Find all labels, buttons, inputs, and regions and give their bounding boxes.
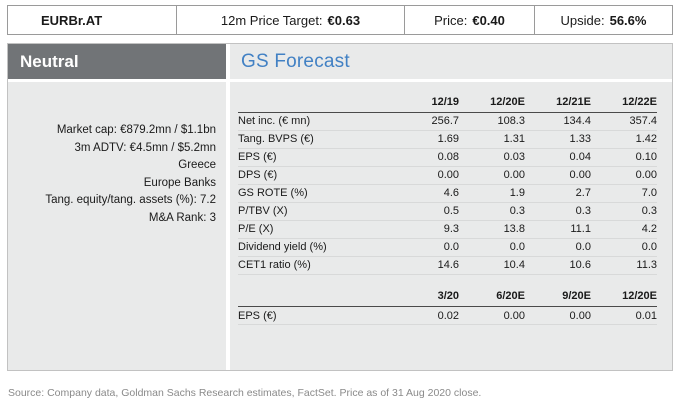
annual-value-cell: 0.00 <box>590 166 657 185</box>
annual-row-label: CET1 ratio (%) <box>238 256 394 275</box>
annual-value-cell: 108.3 <box>459 112 525 131</box>
annual-value-cell: 1.33 <box>524 130 591 149</box>
price-cell: Price: €0.40 <box>404 6 534 34</box>
price-value: €0.40 <box>472 12 505 28</box>
annual-row: GS ROTE (%) 4.6 1.9 2.7 7.0 <box>238 184 657 203</box>
annual-value-cell: 1.42 <box>590 130 657 149</box>
annual-value-cell: 0.0 <box>590 238 657 257</box>
annual-value-cell: 357.4 <box>590 112 657 131</box>
annual-row: Tang. BVPS (€) 1.69 1.31 1.33 1.42 <box>238 130 657 149</box>
annual-value-cell: 0.0 <box>524 238 591 257</box>
annual-value-cell: 11.3 <box>590 256 657 275</box>
annual-row-label: Tang. BVPS (€) <box>238 130 394 149</box>
annual-value-cell: 7.0 <box>590 184 657 203</box>
annual-value-cell: 0.3 <box>459 202 525 221</box>
annual-value-cell: 1.69 <box>393 130 459 149</box>
annual-corner <box>238 93 394 113</box>
forecast-header: GS Forecast <box>230 44 672 79</box>
annual-value-cell: 0.08 <box>393 148 459 167</box>
quarterly-column-header: 12/20E <box>590 287 657 307</box>
price-target-cell: 12m Price Target: €0.63 <box>176 6 404 34</box>
annual-value-cell: 0.00 <box>459 166 525 185</box>
upside-value: 56.6% <box>609 12 647 28</box>
price-label: Price: <box>434 12 468 28</box>
quarterly-value-cell: 0.02 <box>393 306 459 325</box>
annual-value-cell: 2.7 <box>524 184 591 203</box>
annual-value-cell: 4.6 <box>393 184 459 203</box>
summary-bar: EURBr.AT 12m Price Target: €0.63 Price: … <box>7 5 673 35</box>
annual-row-label: GS ROTE (%) <box>238 184 394 203</box>
annual-column-header: 12/19 <box>393 93 459 113</box>
quarterly-corner <box>238 287 394 307</box>
price-target-label: 12m Price Target: <box>220 12 323 28</box>
annual-value-cell: 0.0 <box>393 238 459 257</box>
annual-forecast-table: 12/19 12/20E 12/21E 12/22E Net inc. (€ mn) 25… <box>238 93 657 275</box>
annual-value-cell: 11.1 <box>524 220 591 239</box>
quarterly-value-cell: 0.00 <box>459 306 525 325</box>
annual-row: EPS (€) 0.08 0.03 0.04 0.10 <box>238 148 657 167</box>
forecast-tables: 12/19 12/20E 12/21E 12/22E Net inc. (€ mn) 25… <box>230 82 672 370</box>
upside-label: Upside: <box>560 12 605 28</box>
annual-row: P/TBV (X) 0.5 0.3 0.3 0.3 <box>238 202 657 221</box>
annual-column-header: 12/22E <box>590 93 657 113</box>
company-stat-line: 3m ADTV: €4.5mn / $5.2mn <box>74 141 216 154</box>
annual-row: CET1 ratio (%) 14.6 10.4 10.6 11.3 <box>238 256 657 275</box>
annual-value-cell: 1.31 <box>459 130 525 149</box>
annual-value-cell: 1.9 <box>459 184 525 203</box>
rating-badge: Neutral <box>8 44 226 79</box>
quarterly-column-header: 3/20 <box>393 287 459 307</box>
quarterly-column-header: 6/20E <box>459 287 525 307</box>
annual-value-cell: 10.6 <box>524 256 591 275</box>
ticker: EURBr.AT <box>41 12 103 28</box>
annual-row-label: Net inc. (€ mn) <box>238 112 394 131</box>
upside-cell: Upside: 56.6% <box>534 6 672 34</box>
company-stats: Market cap: €879.2mn / $1.1bn 3m ADTV: €4… <box>8 82 226 370</box>
quarterly-forecast-table: 3/20 6/20E 9/20E 12/20E EPS (€) 0.02 0.00 0.00 0… <box>238 287 657 325</box>
annual-row: P/E (X) 9.3 13.8 11.1 4.2 <box>238 220 657 239</box>
annual-value-cell: 0.5 <box>393 202 459 221</box>
annual-column-header: 12/20E <box>459 93 525 113</box>
quarterly-row: EPS (€) 0.02 0.00 0.00 0.01 <box>238 306 657 325</box>
annual-value-cell: 0.00 <box>393 166 459 185</box>
annual-value-cell: 256.7 <box>393 112 459 131</box>
annual-value-cell: 0.0 <box>459 238 525 257</box>
annual-row-label: P/E (X) <box>238 220 394 239</box>
annual-value-cell: 134.4 <box>524 112 591 131</box>
annual-value-cell: 0.03 <box>459 148 525 167</box>
annual-row: DPS (€) 0.00 0.00 0.00 0.00 <box>238 166 657 185</box>
quarterly-value-cell: 0.01 <box>590 306 657 325</box>
company-stat-line: M&A Rank: 3 <box>148 211 216 224</box>
company-sidebar: Neutral Market cap: €879.2mn / $1.1bn 3m … <box>8 44 226 370</box>
quarterly-value-cell: 0.00 <box>524 306 591 325</box>
annual-row-label: P/TBV (X) <box>238 202 394 221</box>
annual-row: Net inc. (€ mn) 256.7 108.3 134.4 357.4 <box>238 112 657 131</box>
annual-column-header: 12/21E <box>524 93 591 113</box>
page-title: GS Forecast <box>241 50 350 72</box>
annual-value-cell: 10.4 <box>459 256 525 275</box>
annual-value-cell: 13.8 <box>459 220 525 239</box>
annual-value-cell: 0.00 <box>524 166 591 185</box>
annual-row: Dividend yield (%) 0.0 0.0 0.0 0.0 <box>238 238 657 257</box>
annual-value-cell: 0.3 <box>590 202 657 221</box>
quarterly-column-header: 9/20E <box>524 287 591 307</box>
company-stat-line: Market cap: €879.2mn / $1.1bn <box>56 124 216 136</box>
annual-value-cell: 0.04 <box>524 148 591 167</box>
annual-value-cell: 4.2 <box>590 220 657 239</box>
price-target-value: €0.63 <box>327 12 361 28</box>
forecast-panel: Neutral Market cap: €879.2mn / $1.1bn 3m … <box>7 43 673 371</box>
annual-row-label: DPS (€) <box>238 166 394 185</box>
forecast-content: GS Forecast 12/19 12/20E 12/21E 12/22E Net i… <box>230 44 672 370</box>
source-note: Source: Company data, Goldman Sachs Rese… <box>8 387 482 399</box>
company-stat-line: Europe Banks <box>143 176 216 189</box>
annual-row-label: EPS (€) <box>238 148 394 167</box>
quarterly-row-label: EPS (€) <box>238 306 394 325</box>
annual-value-cell: 9.3 <box>393 220 459 239</box>
company-stat-line: Tang. equity/tang. assets (%): 7.2 <box>45 194 216 206</box>
annual-row-label: Dividend yield (%) <box>238 238 394 257</box>
annual-value-cell: 0.3 <box>524 202 591 221</box>
company-stat-line: Greece <box>178 159 216 171</box>
annual-value-cell: 0.10 <box>590 148 657 167</box>
annual-value-cell: 14.6 <box>393 256 459 275</box>
